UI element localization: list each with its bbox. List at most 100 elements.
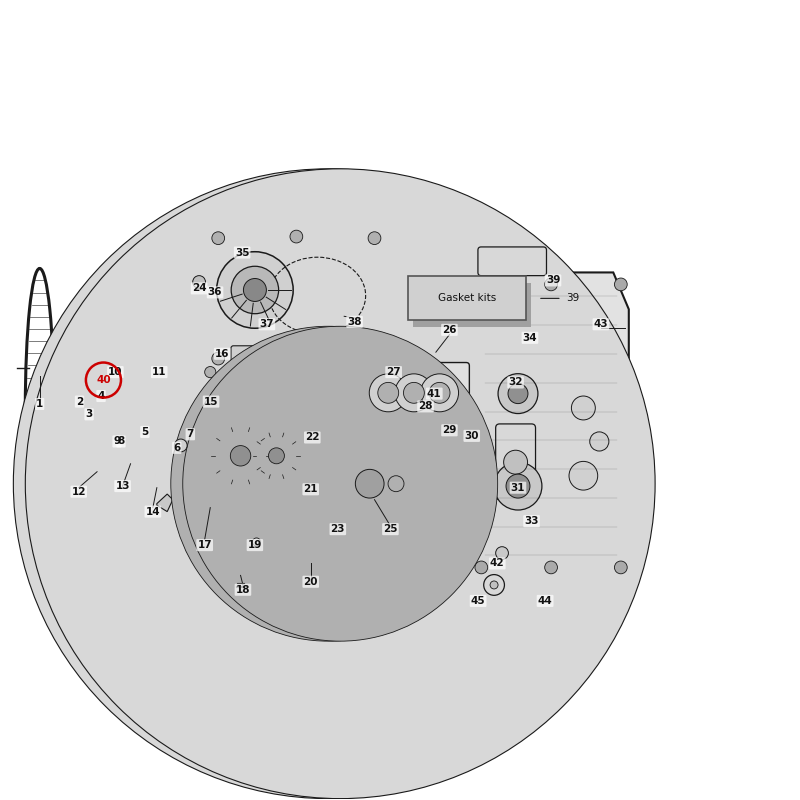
Polygon shape [482,422,489,429]
Circle shape [448,430,460,442]
Polygon shape [86,394,94,402]
Polygon shape [136,390,140,394]
Text: 41: 41 [427,389,442,398]
Text: 34: 34 [522,333,538,343]
Polygon shape [470,415,474,419]
Text: 39: 39 [566,294,579,303]
Polygon shape [490,426,495,430]
Polygon shape [130,358,133,360]
Polygon shape [78,414,86,418]
FancyBboxPatch shape [371,362,470,423]
Polygon shape [175,414,183,418]
Text: 7: 7 [186,430,194,439]
Circle shape [70,401,81,412]
Polygon shape [154,380,162,388]
Polygon shape [135,374,137,378]
Circle shape [253,538,261,546]
Polygon shape [138,373,142,381]
Polygon shape [147,388,150,390]
Polygon shape [146,467,153,475]
Text: 28: 28 [418,402,433,411]
Text: 10: 10 [108,367,122,377]
Circle shape [614,561,627,574]
Circle shape [290,354,302,366]
Text: 10: 10 [108,367,122,377]
Text: 29: 29 [442,426,457,435]
Text: 8: 8 [118,437,125,446]
Polygon shape [470,459,477,466]
Circle shape [458,418,494,454]
Circle shape [403,382,424,403]
Polygon shape [138,470,142,478]
Polygon shape [482,443,489,449]
Polygon shape [168,394,176,402]
Text: 3: 3 [86,410,93,419]
Polygon shape [419,443,426,449]
Text: 41: 41 [427,389,442,398]
Polygon shape [177,423,184,427]
Circle shape [205,498,216,510]
Polygon shape [142,386,146,390]
Circle shape [338,452,402,515]
Text: 22: 22 [305,433,319,442]
Circle shape [154,366,175,386]
Polygon shape [141,363,144,366]
Text: 21: 21 [303,484,318,494]
Polygon shape [201,523,218,547]
Text: 17: 17 [198,540,212,550]
Text: 42: 42 [490,558,505,569]
Polygon shape [452,466,457,471]
Circle shape [83,414,91,422]
Circle shape [494,462,542,510]
Polygon shape [424,413,431,420]
Text: 30: 30 [465,431,479,441]
Polygon shape [485,434,490,438]
Polygon shape [99,380,106,388]
Text: Gasket kits: Gasket kits [438,294,496,303]
Polygon shape [431,459,438,466]
Text: 2: 2 [76,397,83,406]
Circle shape [472,432,479,439]
Circle shape [82,377,179,474]
Polygon shape [173,403,180,410]
Text: 23: 23 [330,524,345,534]
Text: 18: 18 [236,585,250,594]
Polygon shape [456,426,461,430]
Circle shape [205,366,216,378]
Text: 5: 5 [142,427,149,437]
Text: 37: 37 [259,319,274,330]
Circle shape [128,373,134,379]
Circle shape [571,396,595,420]
Text: 24: 24 [192,283,206,294]
Polygon shape [462,448,466,453]
Circle shape [475,278,488,290]
Polygon shape [129,472,133,478]
Text: 12: 12 [71,486,86,497]
Circle shape [122,367,140,385]
Polygon shape [162,386,170,394]
Text: 16: 16 [215,349,230,358]
Text: 35: 35 [235,247,250,258]
Text: 23: 23 [330,524,345,534]
Polygon shape [424,452,431,458]
Circle shape [508,384,528,403]
Text: 44: 44 [538,596,553,606]
FancyBboxPatch shape [413,283,530,326]
Circle shape [217,252,293,328]
Circle shape [166,419,178,431]
Circle shape [498,374,538,414]
Polygon shape [81,442,89,447]
Circle shape [506,474,530,498]
Circle shape [355,470,384,498]
Circle shape [257,436,296,476]
Polygon shape [114,381,118,385]
Polygon shape [455,434,458,438]
Text: 12: 12 [71,486,86,497]
Polygon shape [136,381,139,384]
Circle shape [146,374,151,378]
Text: 28: 28 [418,402,433,411]
Text: 31: 31 [510,482,526,493]
Polygon shape [92,457,99,465]
Circle shape [590,432,609,451]
Polygon shape [162,457,170,465]
